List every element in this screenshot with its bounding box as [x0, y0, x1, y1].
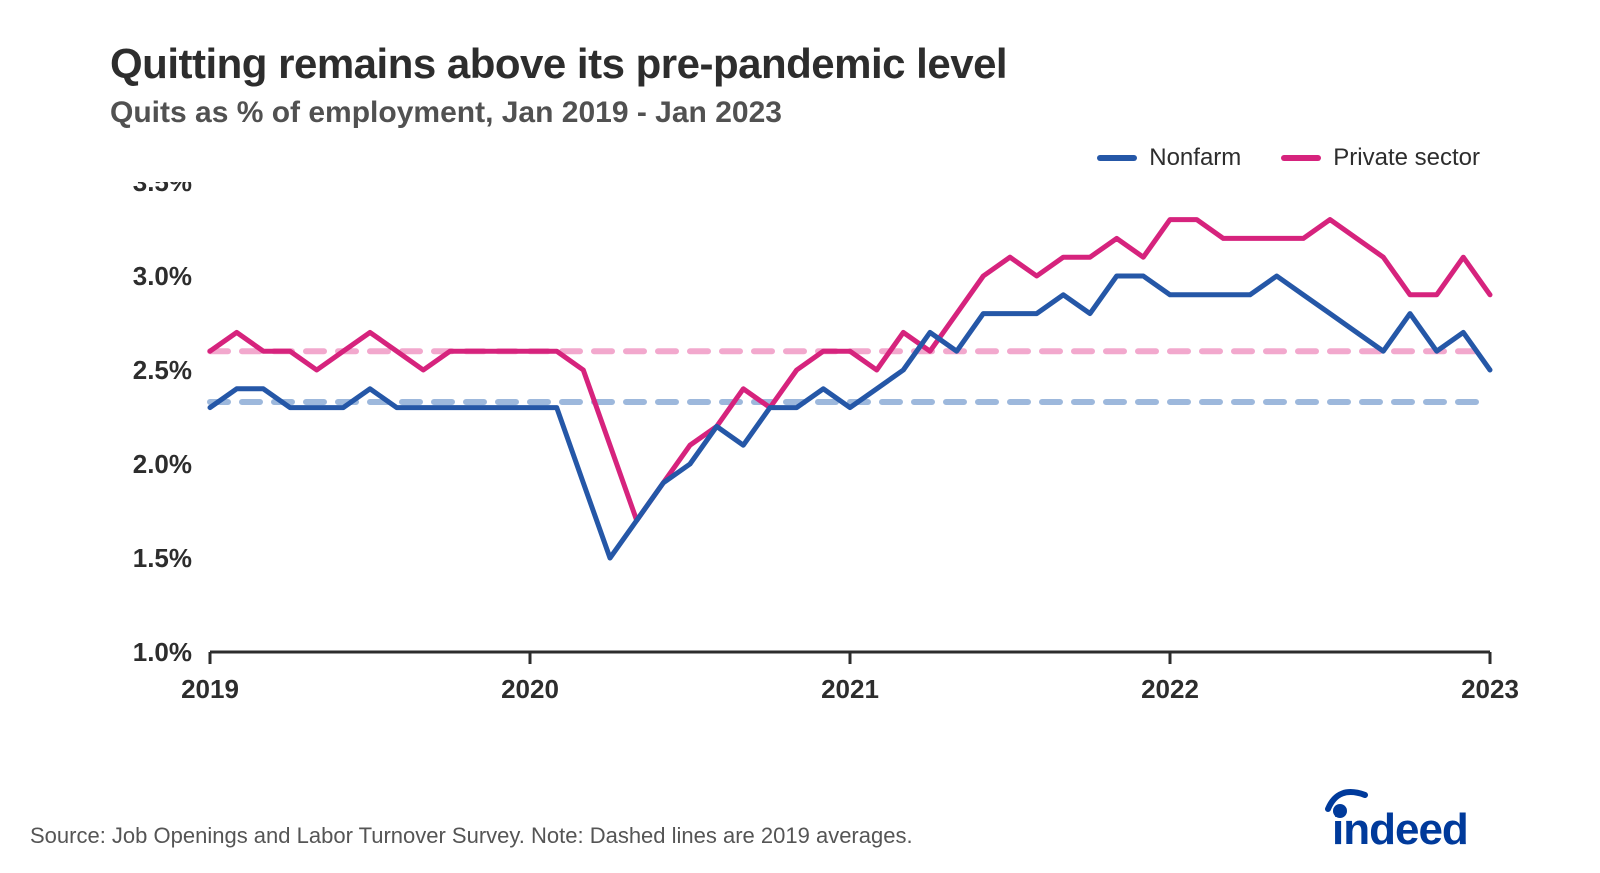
- legend-swatch-nonfarm: [1097, 155, 1137, 161]
- indeed-logo-svg: indeed: [1320, 789, 1520, 849]
- legend: Nonfarm Private sector: [110, 144, 1520, 172]
- y-tick-label: 2.5%: [133, 355, 192, 385]
- svg-text:indeed: indeed: [1332, 805, 1468, 849]
- series-private-line: [210, 220, 1490, 521]
- legend-label-private: Private sector: [1333, 144, 1480, 172]
- footer: Source: Job Openings and Labor Turnover …: [30, 789, 1520, 849]
- chart-plot-area: 1.0% 1.5% 2.0% 2.5% 3.0% 3.5% 2019 2020 2021 2022…: [110, 182, 1520, 722]
- y-tick-label: 3.0%: [133, 261, 192, 291]
- x-tick-label: 2023: [1461, 674, 1519, 704]
- y-tick-label: 1.5%: [133, 543, 192, 573]
- x-tick-label: 2022: [1141, 674, 1199, 704]
- chart-subtitle: Quits as % of employment, Jan 2019 - Jan…: [110, 96, 1520, 130]
- series-nonfarm-line: [210, 276, 1490, 558]
- chart-title: Quitting remains above its pre-pandemic …: [110, 40, 1520, 88]
- x-tick-label: 2020: [501, 674, 559, 704]
- legend-swatch-private: [1281, 155, 1321, 161]
- x-tick-label: 2021: [821, 674, 879, 704]
- indeed-logo: indeed: [1320, 789, 1520, 849]
- line-chart-svg: 1.0% 1.5% 2.0% 2.5% 3.0% 3.5% 2019 2020 2021 2022…: [110, 182, 1520, 722]
- x-tick-label: 2019: [181, 674, 239, 704]
- y-tick-label: 3.5%: [133, 182, 192, 197]
- legend-item-private: Private sector: [1281, 144, 1480, 172]
- y-tick-label: 2.0%: [133, 449, 192, 479]
- chart-container: Quitting remains above its pre-pandemic …: [0, 0, 1600, 873]
- y-tick-label: 1.0%: [133, 637, 192, 667]
- source-note: Source: Job Openings and Labor Turnover …: [30, 823, 913, 849]
- legend-item-nonfarm: Nonfarm: [1097, 144, 1241, 172]
- legend-label-nonfarm: Nonfarm: [1149, 144, 1241, 172]
